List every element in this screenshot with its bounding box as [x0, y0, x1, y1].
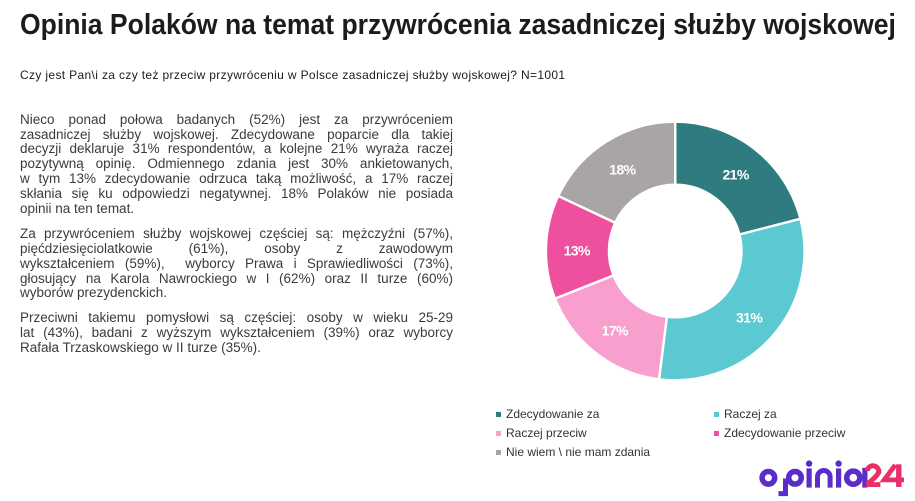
svg-text:18%: 18%	[609, 161, 636, 177]
svg-text:13%: 13%	[564, 242, 591, 258]
svg-text:31%: 31%	[736, 310, 763, 326]
svg-text:21%: 21%	[722, 167, 749, 183]
svg-text:17%: 17%	[602, 322, 629, 338]
